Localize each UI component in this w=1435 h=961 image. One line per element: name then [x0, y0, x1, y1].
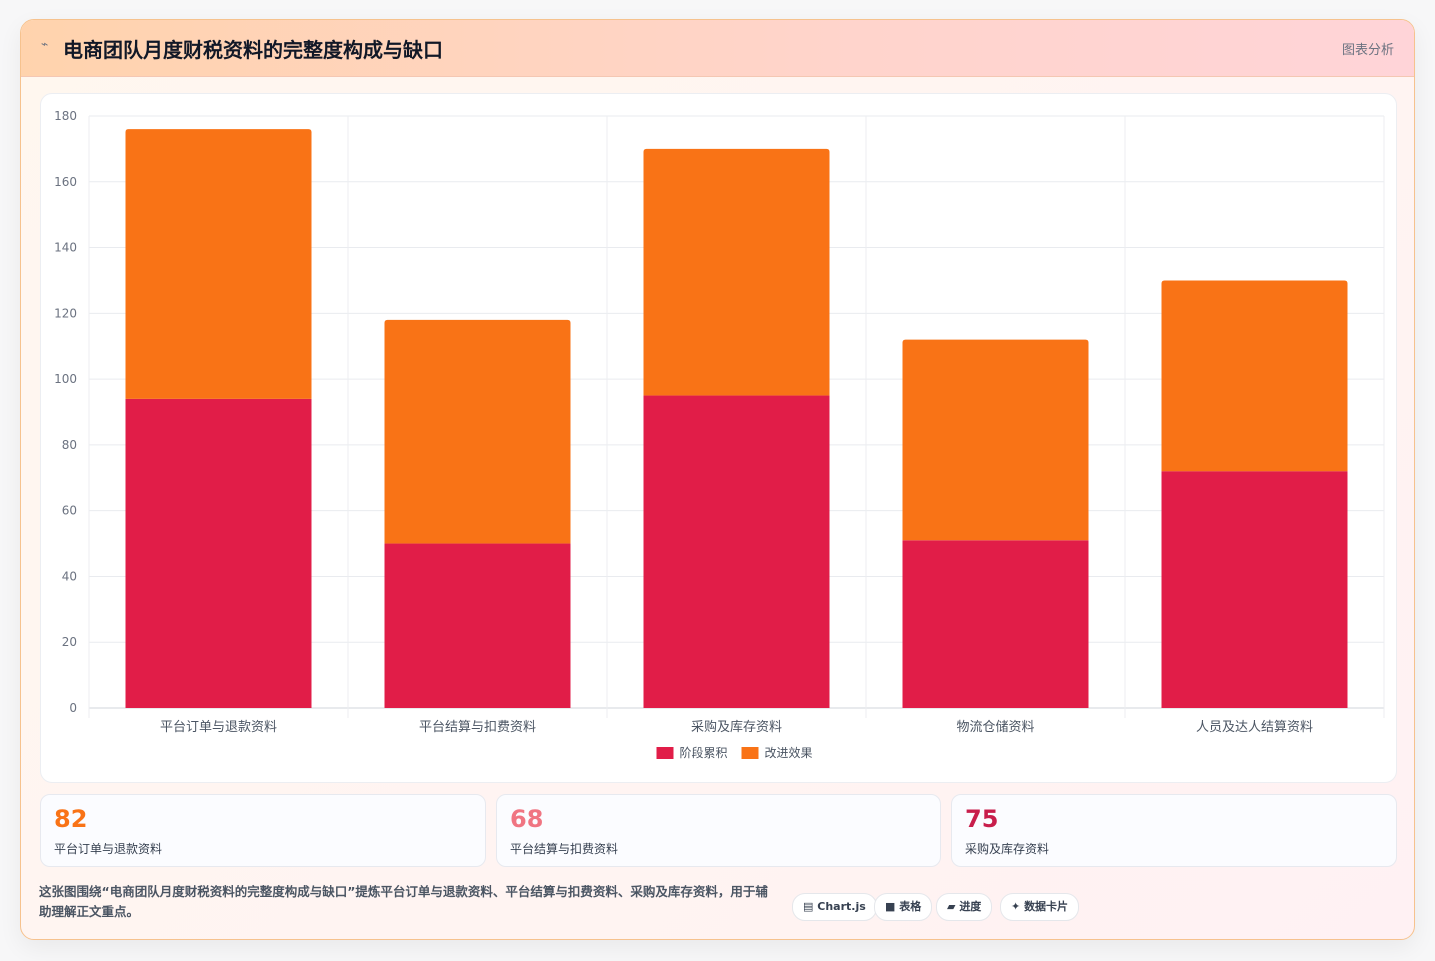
y-tick-label: 40 — [62, 569, 77, 583]
bar-segment — [643, 395, 830, 708]
stacked-bar-chart: 0 20 40 60 80 100 120 140 160 180 平台订单与退款资料 平台结算与扣费… — [54, 109, 1385, 760]
chip-chartjs[interactable]: ▤ Chart.js — [792, 893, 877, 921]
stat-label: 平台结算与扣费资料 — [510, 842, 619, 856]
stat-label: 平台订单与退款资料 — [54, 842, 163, 856]
bar-segment — [384, 319, 571, 544]
chart-description: 这张图围绕“电商团队月度财税资料的完整度构成与缺口”提炼平台订单与退款资料、平台… — [39, 884, 768, 919]
stat-value: 82 — [54, 805, 88, 833]
stat-value: 75 — [965, 805, 999, 833]
x-tick-label: 人员及达人结算资料 — [1196, 720, 1313, 735]
chip-label: 数据卡片 — [1024, 900, 1069, 913]
progress-icon: ▰ — [947, 900, 956, 913]
bar-segment — [125, 129, 312, 399]
stat-card-2: 68 平台结算与扣费资料 — [496, 794, 941, 867]
bar-segment — [384, 543, 571, 708]
x-tick-label: 平台结算与扣费资料 — [419, 720, 536, 735]
chip-label: 表格 — [899, 900, 922, 913]
bar-segment — [902, 540, 1089, 708]
x-tick-label: 平台订单与退款资料 — [160, 720, 277, 735]
legend-swatch — [656, 747, 674, 759]
legend-swatch — [741, 747, 759, 759]
bar-segment — [902, 339, 1089, 541]
chip-label: 进度 — [959, 900, 982, 913]
y-tick-label: 120 — [54, 306, 77, 320]
y-tick-label: 180 — [54, 109, 77, 123]
y-tick-label: 20 — [62, 635, 77, 649]
bar-segment — [643, 148, 830, 396]
chip-data-cards[interactable]: ✦ 数据卡片 — [1000, 893, 1080, 921]
chip-label: Chart.js — [817, 900, 866, 913]
bar-segment — [1161, 471, 1348, 708]
y-tick-label: 160 — [54, 175, 77, 189]
chart-panel: 0 20 40 60 80 100 120 140 160 180 平台订单与退款资料 平台结算与扣费… — [40, 93, 1397, 783]
table-icon: ■ — [885, 900, 896, 913]
y-tick-label: 100 — [54, 372, 77, 386]
y-tick-label: 60 — [62, 504, 77, 518]
stat-card-3: 75 采购及库存资料 — [951, 794, 1397, 867]
chart-icon: ▤ — [803, 900, 814, 913]
stat-value: 68 — [510, 805, 544, 833]
header-tag: 图表分析 — [1341, 43, 1394, 58]
stat-card-1: 82 平台订单与退款资料 — [40, 794, 486, 867]
y-tick-label: 0 — [69, 701, 77, 715]
y-tick-label: 140 — [54, 241, 77, 255]
chart-title: 电商团队月度财税资料的完整度构成与缺口 — [63, 38, 443, 62]
bar-segment — [125, 398, 312, 708]
chip-progress[interactable]: ▰ 进度 — [936, 893, 993, 921]
stat-label: 采购及库存资料 — [965, 842, 1050, 856]
y-tick-label: 80 — [62, 438, 77, 452]
trend-icon: ⌁ — [41, 37, 49, 51]
bar-segment — [1161, 280, 1348, 472]
chart-card: ⌁ 电商团队月度财税资料的完整度构成与缺口 图表分析 0 20 40 60 80 100 1… — [20, 19, 1415, 940]
card-header: ⌁ 电商团队月度财税资料的完整度构成与缺口 图表分析 — [21, 20, 1414, 77]
legend-label: 改进效果 — [765, 745, 813, 760]
chip-table[interactable]: ■ 表格 — [874, 893, 933, 921]
x-tick-label: 采购及库存资料 — [691, 719, 782, 735]
legend-label: 阶段累积 — [680, 745, 728, 760]
x-tick-label: 物流仓储资料 — [956, 720, 1034, 735]
sparkle-icon: ✦ — [1011, 900, 1021, 913]
